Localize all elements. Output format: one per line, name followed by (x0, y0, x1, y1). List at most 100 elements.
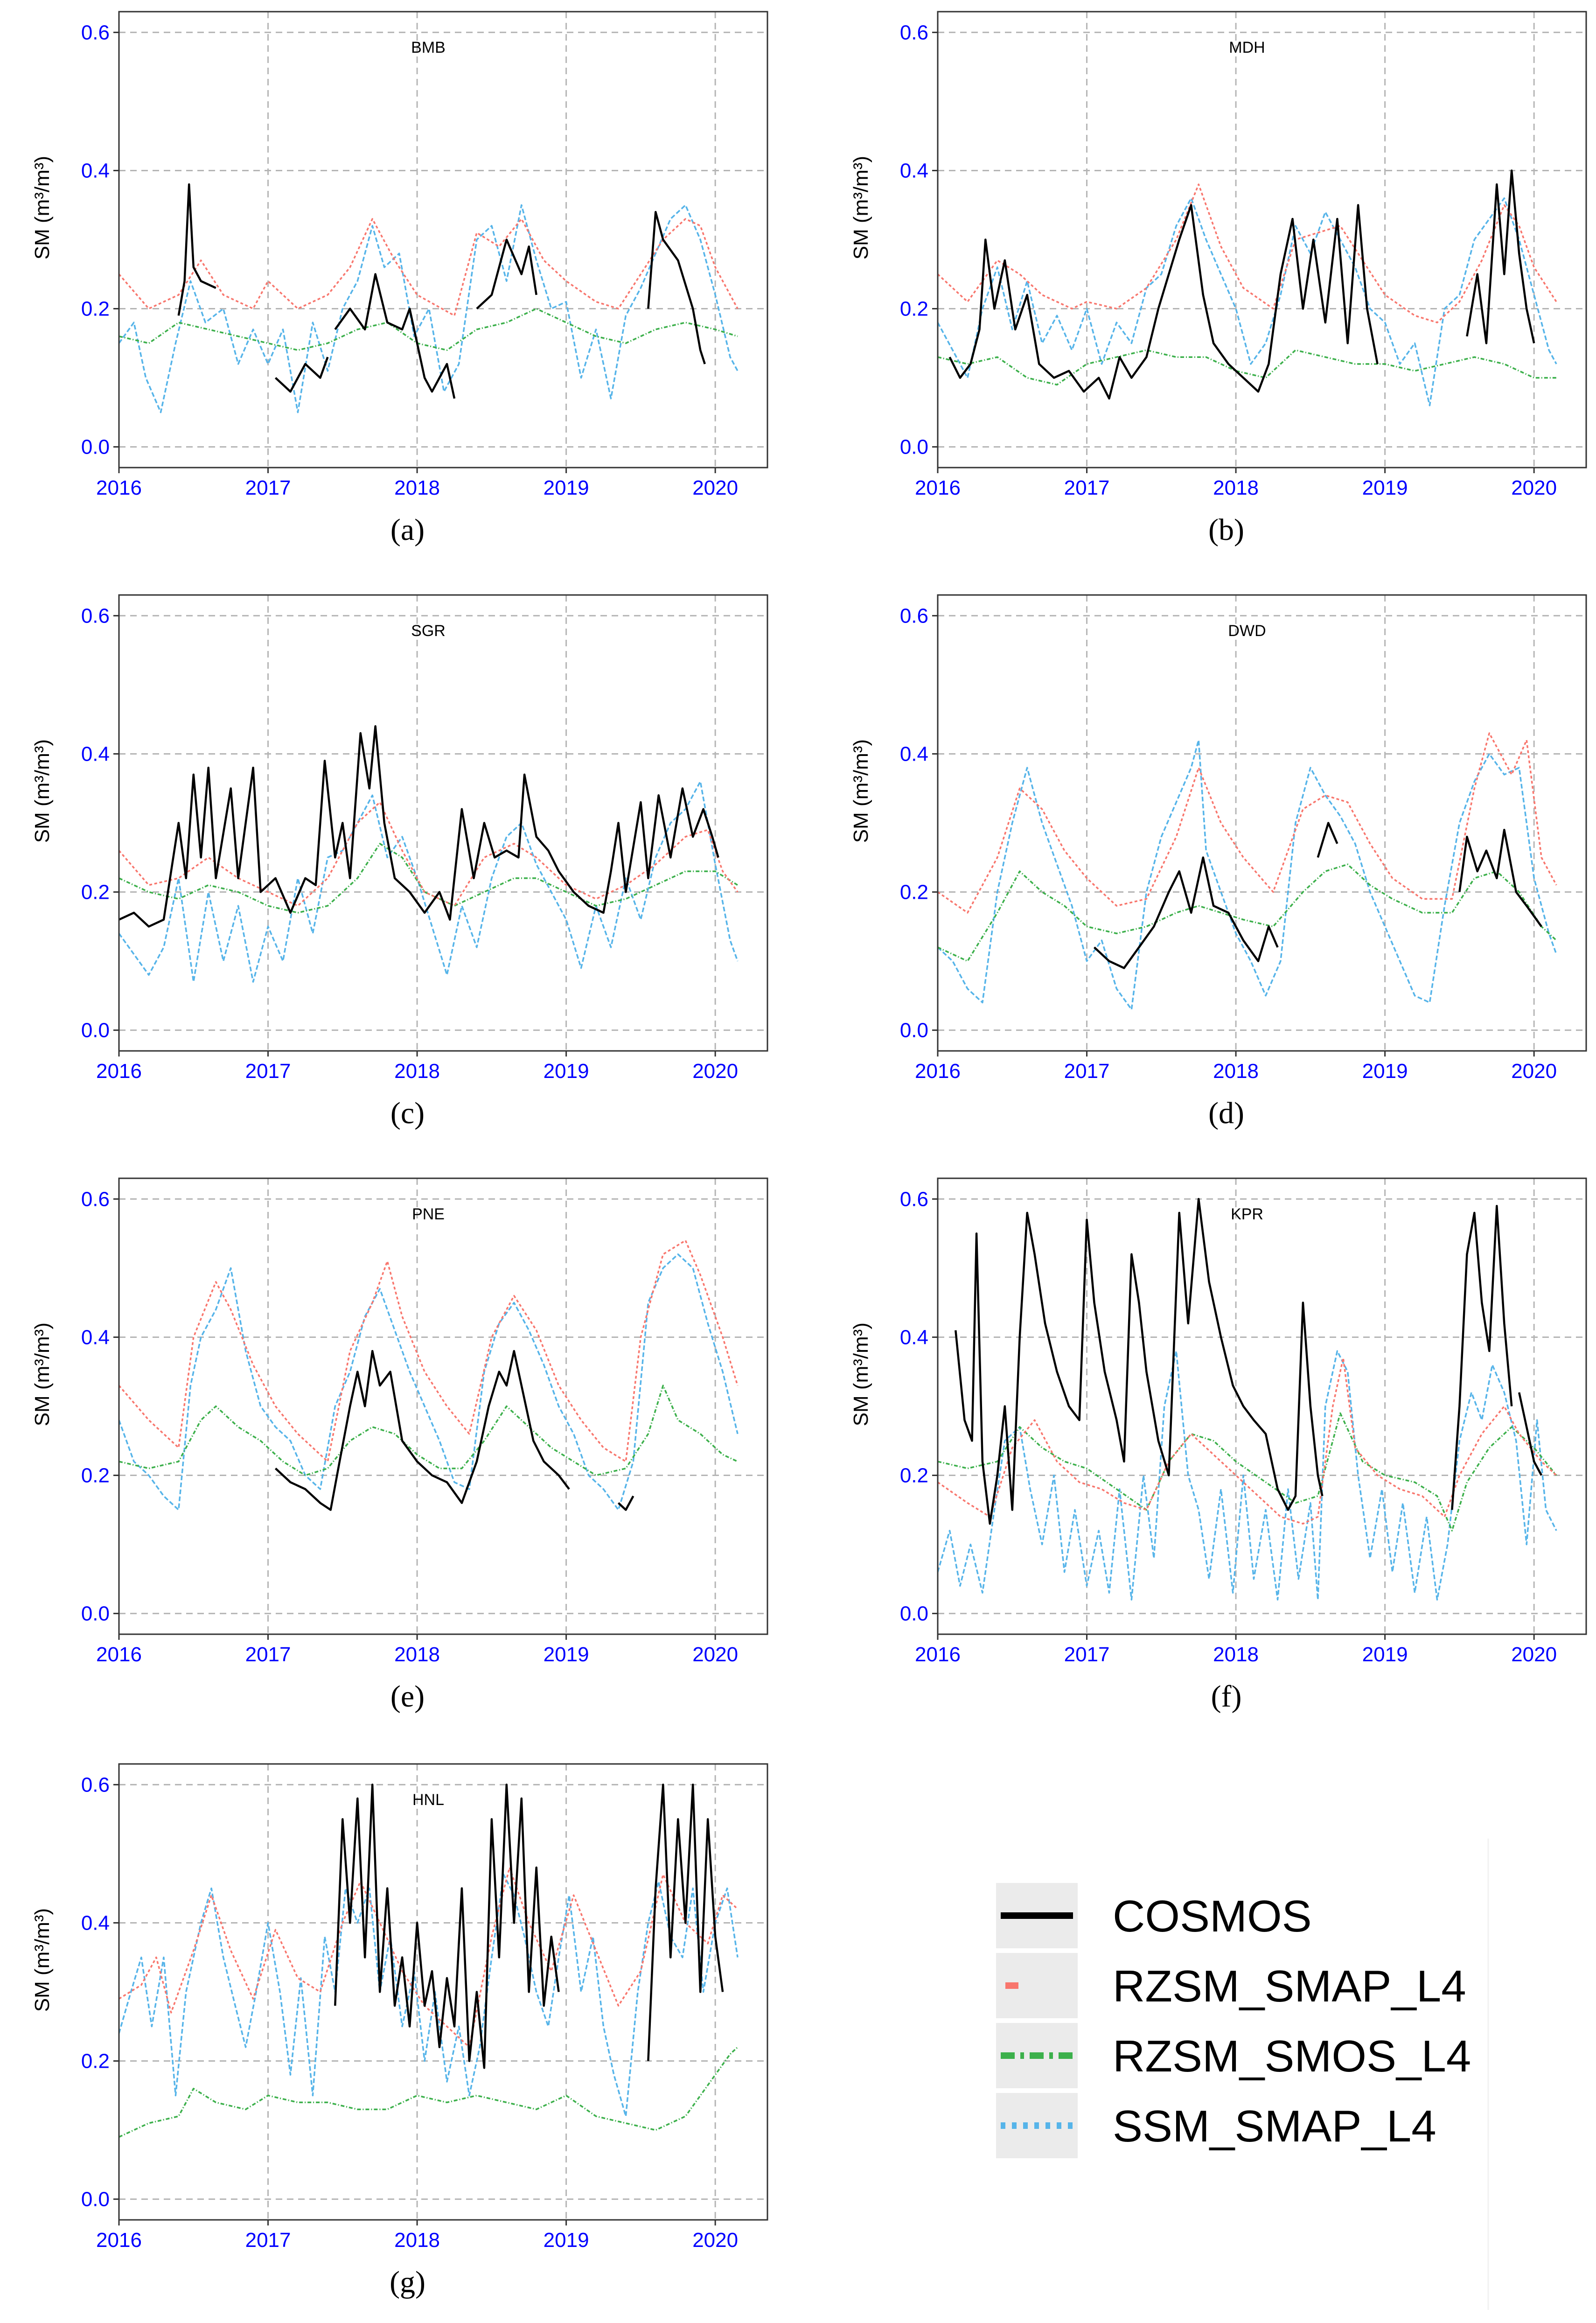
x-tick-label: 2019 (1362, 1643, 1408, 1666)
legend: COSMOS RZSM_SMAP_L4 RZSM_SMOS_L4 SSM_SMAP_L… (989, 1839, 1502, 2310)
y-tick-label: 0.6 (81, 21, 110, 44)
y-tick-label: 0.0 (900, 1019, 928, 1042)
series-line-rzsm-smos-l4 (938, 349, 1557, 386)
y-tick-label: 0.4 (900, 1326, 928, 1349)
y-axis-label: SM (m³/m³) (850, 156, 872, 259)
series-line-rzsm-smap-l4 (119, 1239, 739, 1462)
panel-title: BMB (411, 39, 446, 56)
series-group (938, 169, 1557, 406)
panel-title: MDH (1229, 39, 1265, 56)
x-tick-label: 2019 (544, 1060, 589, 1083)
y-tick-label: 0.2 (81, 1464, 110, 1487)
x-tick-label: 2016 (915, 1060, 961, 1083)
series-line-cosmos (1451, 1204, 1513, 1510)
panel-e: 0.0 0.2 0.4 0.6 2016 2017 2018 2019 2020 PNE SM (m… (31, 1177, 768, 1714)
series-group (119, 1784, 739, 2138)
y-axis-label: SM (m³/m³) (31, 1908, 54, 2012)
y-tick-label: 0.4 (900, 159, 928, 182)
y-tick-label: 0.4 (900, 742, 928, 765)
x-tick-label: 2017 (1064, 476, 1110, 499)
y-axis-label: SM (m³/m³) (850, 1322, 872, 1426)
x-tick-label: 2017 (245, 476, 291, 499)
y-tick-label: 0.6 (81, 604, 110, 627)
series-group (938, 732, 1557, 1010)
panel-caption: (c) (390, 1096, 425, 1130)
y-tick-label: 0.2 (81, 881, 110, 904)
y-tick-label: 0.0 (81, 1019, 110, 1042)
x-tick-label: 2017 (245, 2229, 291, 2252)
x-tick-label: 2018 (1213, 476, 1259, 499)
x-tick-label: 2018 (1213, 1060, 1259, 1083)
series-line-cosmos (334, 1784, 560, 2069)
x-tick-label: 2019 (544, 1643, 589, 1666)
panels: 0.0 0.2 0.4 0.6 2016 2017 2018 2019 2020 BMB SM (m… (31, 11, 1587, 2299)
x-tick-label: 2020 (692, 476, 738, 499)
plot-background (119, 1178, 767, 1634)
x-tick-label: 2019 (1362, 1060, 1408, 1083)
x-tick-label: 2016 (96, 2229, 142, 2252)
x-tick-label: 2018 (394, 1643, 440, 1666)
panel-caption: (g) (390, 2265, 425, 2299)
y-tick-label: 0.0 (900, 436, 928, 459)
y-tick-label: 0.4 (81, 159, 110, 182)
y-tick-label: 0.0 (81, 1602, 110, 1625)
series-group (119, 1239, 739, 1511)
series-line-rzsm-smos-l4 (119, 2046, 739, 2138)
panel-caption: (d) (1208, 1096, 1244, 1130)
x-tick-label: 2018 (394, 1060, 440, 1083)
x-tick-label: 2020 (692, 1060, 738, 1083)
series-line-cosmos (948, 204, 1379, 400)
panel-c: 0.0 0.2 0.4 0.6 2016 2017 2018 2019 2020 SGR SM (m… (31, 594, 768, 1130)
legend-item: RZSM_SMAP_L4 (996, 1953, 1466, 2018)
plot-frame (937, 594, 1587, 1052)
x-tick-label: 2018 (1213, 1643, 1259, 1666)
x-tick-label: 2016 (96, 476, 142, 499)
series-line-cosmos (1458, 829, 1542, 927)
panel-title: SGR (411, 622, 446, 640)
series-line-cosmos (1317, 822, 1338, 858)
panel-title: DWD (1228, 622, 1266, 640)
y-axis-label: SM (m³/m³) (850, 739, 872, 843)
series-line-cosmos (177, 183, 216, 316)
plot-frame (937, 11, 1587, 469)
x-tick-label: 2016 (915, 1643, 961, 1666)
plot-frame (118, 1763, 768, 2221)
series-group (119, 183, 739, 413)
series-line-cosmos (647, 211, 706, 364)
series-line-ssm-smap-l4 (119, 780, 739, 983)
y-tick-label: 0.4 (81, 742, 110, 765)
panel-title: KPR (1231, 1205, 1263, 1223)
x-tick-label: 2016 (96, 1643, 142, 1666)
x-tick-label: 2017 (1064, 1060, 1110, 1083)
plot-background (119, 12, 767, 468)
series-line-cosmos (647, 1784, 724, 2061)
y-tick-label: 0.2 (900, 881, 928, 904)
y-tick-label: 0.4 (81, 1326, 110, 1349)
series-line-cosmos (1093, 856, 1279, 969)
y-axis-label: SM (m³/m³) (31, 1322, 54, 1426)
series-line-rzsm-smap-l4 (938, 732, 1557, 914)
x-tick-label: 2020 (1511, 1060, 1557, 1083)
plot-background (119, 595, 767, 1051)
y-tick-label: 0.6 (900, 1188, 928, 1210)
panel-d: 0.0 0.2 0.4 0.6 2016 2017 2018 2019 2020 DWD SM (m… (850, 594, 1587, 1130)
x-tick-label: 2019 (1362, 476, 1408, 499)
panel-title: PNE (412, 1205, 445, 1223)
legend-label: RZSM_SMAP_L4 (1113, 1961, 1466, 2011)
series-line-rzsm-smos-l4 (938, 863, 1557, 962)
series-line-rzsm-smap-l4 (119, 218, 739, 317)
series-line-ssm-smap-l4 (119, 1874, 739, 2117)
x-tick-label: 2018 (394, 476, 440, 499)
y-tick-label: 0.6 (81, 1188, 110, 1210)
y-axis-label: SM (m³/m³) (31, 156, 54, 259)
panel-caption: (b) (1208, 513, 1244, 547)
series-line-cosmos (1466, 169, 1535, 344)
y-axis-label: SM (m³/m³) (31, 739, 54, 843)
y-tick-label: 0.4 (81, 1911, 110, 1934)
series-group (119, 725, 739, 983)
x-tick-label: 2017 (1064, 1643, 1110, 1666)
series-group (938, 1198, 1557, 1601)
series-line-cosmos (334, 273, 456, 399)
plot-frame (937, 1177, 1587, 1635)
